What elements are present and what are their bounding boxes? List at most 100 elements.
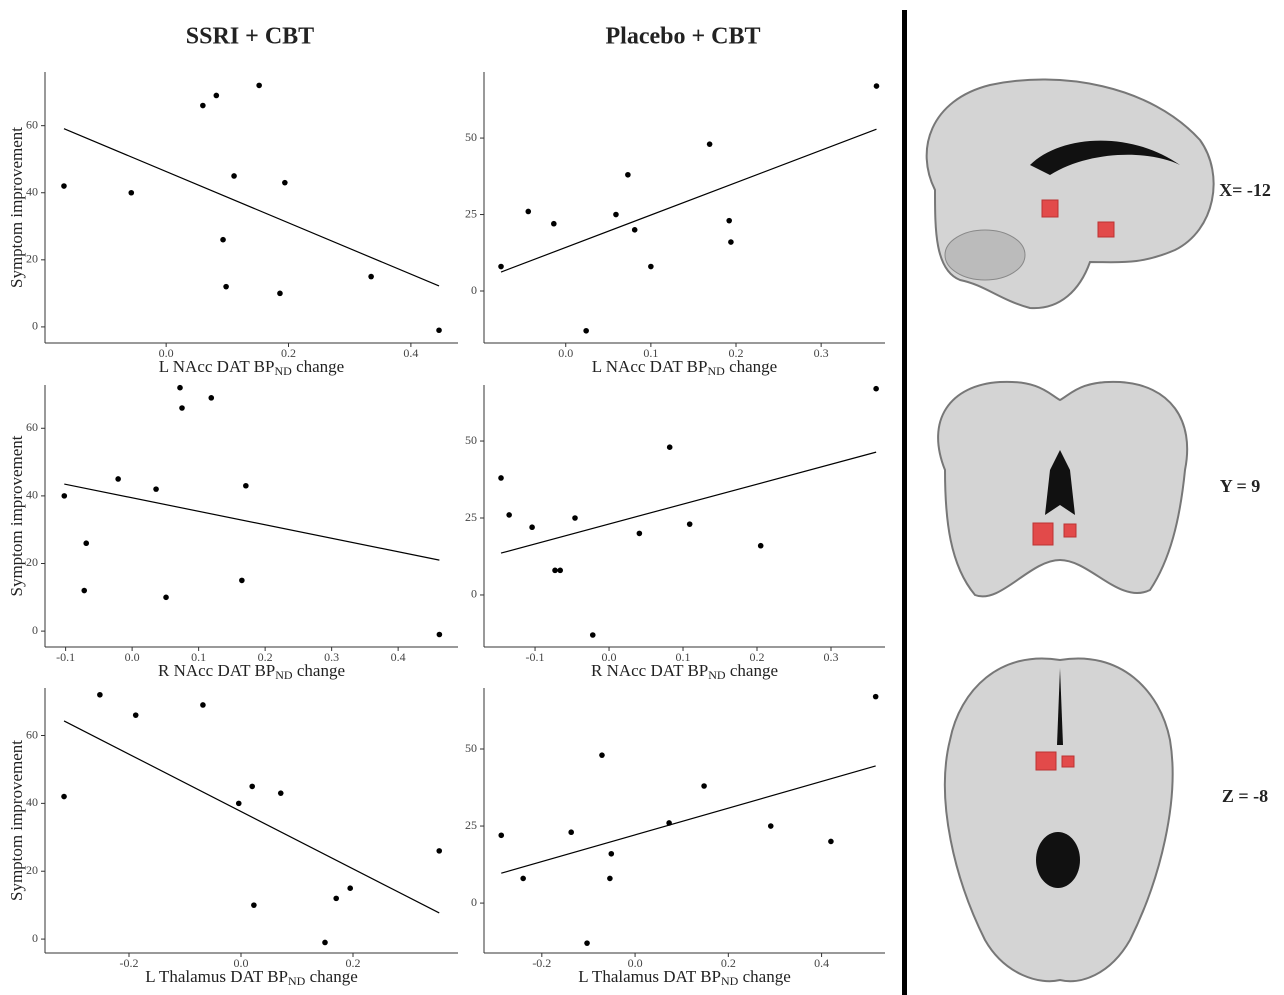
figure: SSRI + CBT Placebo + CBT X= -12 Y = 9 Z …	[0, 0, 1284, 995]
x-tick-label: -0.1	[56, 650, 75, 664]
y-tick-label: 40	[26, 795, 38, 809]
point	[61, 183, 67, 189]
point	[436, 327, 442, 333]
x-tick-label: 0.0	[125, 650, 140, 664]
point	[583, 328, 589, 334]
x-tick-label: -0.2	[120, 956, 139, 970]
point	[128, 190, 134, 196]
point	[613, 212, 619, 218]
point	[520, 876, 526, 882]
x-axis-label: L NAcc DAT BPND change	[592, 357, 777, 378]
point	[701, 783, 707, 789]
point	[220, 237, 226, 243]
x-axis-label: L Thalamus DAT BPND change	[145, 967, 358, 988]
x-axis-label-part: change	[305, 967, 357, 986]
x-axis-label-part: change	[293, 661, 345, 680]
point	[584, 940, 590, 946]
point	[874, 83, 880, 89]
point	[436, 848, 442, 854]
point	[177, 385, 183, 391]
point	[557, 568, 563, 574]
point	[625, 172, 631, 178]
x-axis-label: R NAcc DAT BPND change	[591, 661, 778, 682]
x-axis-label-subscript: ND	[288, 974, 306, 988]
x-tick-label: 0.0	[558, 346, 573, 360]
column-title: Placebo + CBT	[605, 24, 760, 50]
x-tick-label: 0.4	[391, 650, 406, 664]
x-axis-label-subscript: ND	[274, 364, 292, 378]
y-tick-label: 40	[26, 488, 38, 502]
point	[277, 291, 283, 297]
point	[251, 902, 257, 908]
y-tick-label: 60	[26, 420, 38, 434]
x-axis-label: R NAcc DAT BPND change	[158, 661, 345, 682]
y-tick-label: 50	[465, 433, 477, 447]
slice-label: Z = -8	[1222, 786, 1268, 806]
point	[83, 540, 89, 546]
point	[667, 444, 673, 450]
x-axis-label-part: L Thalamus DAT BP	[578, 967, 721, 986]
slice-label: Y = 9	[1220, 476, 1261, 496]
point	[163, 595, 169, 601]
point	[758, 543, 764, 549]
point	[632, 227, 638, 233]
point	[498, 264, 504, 270]
divider	[902, 10, 907, 995]
x-tick-label: 0.4	[814, 956, 829, 970]
point	[726, 218, 732, 224]
point	[214, 93, 220, 99]
y-tick-label: 25	[465, 818, 477, 832]
x-axis-label: L NAcc DAT BPND change	[159, 357, 344, 378]
point	[498, 475, 504, 481]
point	[223, 284, 229, 290]
point	[728, 239, 734, 245]
x-axis-label-subscript: ND	[275, 668, 293, 682]
point	[637, 531, 643, 537]
point	[200, 702, 206, 708]
point	[231, 173, 237, 179]
x-axis-label-part: change	[738, 967, 790, 986]
y-tick-label: 50	[465, 741, 477, 755]
point	[572, 515, 578, 521]
point	[368, 274, 374, 280]
point	[256, 83, 262, 89]
point	[608, 851, 614, 857]
point	[208, 395, 214, 401]
point	[599, 752, 605, 758]
point	[687, 521, 693, 527]
y-axis-label: Symptom improvement	[7, 435, 26, 596]
x-axis-label-part: L Thalamus DAT BP	[145, 967, 288, 986]
point	[607, 876, 613, 882]
y-tick-label: 0	[32, 319, 38, 333]
x-axis-label-subscript: ND	[721, 974, 739, 988]
y-axis-label: Symptom improvement	[7, 740, 26, 901]
point	[551, 221, 557, 227]
x-axis-label-part: L NAcc DAT BP	[159, 357, 275, 376]
x-axis-label-part: change	[726, 661, 778, 680]
point	[278, 790, 284, 796]
point	[179, 405, 185, 411]
y-axis-label: Symptom improvement	[7, 127, 26, 288]
point	[568, 829, 574, 835]
y-tick-label: 40	[26, 184, 38, 198]
point	[97, 692, 103, 698]
x-tick-label: 0.2	[721, 956, 736, 970]
x-axis-label: L Thalamus DAT BPND change	[578, 967, 791, 988]
point	[249, 784, 255, 790]
point	[239, 578, 245, 584]
point	[243, 483, 249, 489]
y-tick-label: 25	[465, 206, 477, 220]
point	[506, 512, 512, 518]
point	[590, 632, 596, 638]
y-tick-label: 0	[32, 623, 38, 637]
x-tick-label: 0.3	[814, 346, 829, 360]
point	[153, 486, 159, 492]
point	[437, 632, 443, 638]
point	[666, 820, 672, 826]
x-axis-label-subscript: ND	[707, 364, 725, 378]
point	[828, 839, 834, 845]
column-title: SSRI + CBT	[186, 24, 314, 50]
x-tick-label: 0.3	[823, 650, 838, 664]
point	[61, 794, 67, 800]
point	[873, 694, 879, 700]
